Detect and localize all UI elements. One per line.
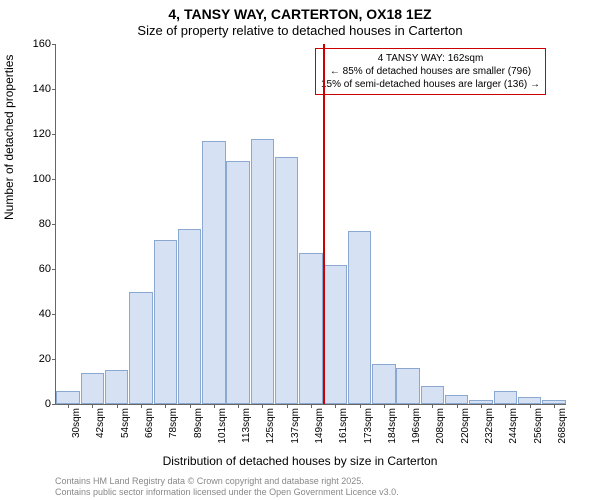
- y-axis-label: Number of detached properties: [2, 55, 16, 220]
- annotation-line3: 15% of semi-detached houses are larger (…: [321, 78, 540, 91]
- marker-line: [323, 44, 325, 404]
- x-tick-mark: [432, 404, 433, 408]
- x-tick-mark: [384, 404, 385, 408]
- x-tick-label: 30sqm: [71, 408, 82, 438]
- x-tick-label: 89sqm: [193, 408, 204, 438]
- y-tick-mark: [52, 134, 56, 135]
- x-tick-label: 149sqm: [314, 408, 325, 444]
- x-tick-label: 244sqm: [508, 408, 519, 444]
- plot-area: 4 TANSY WAY: 162sqm ← 85% of detached ho…: [55, 44, 566, 405]
- x-tick-label: 137sqm: [290, 408, 301, 444]
- histogram-bar: [421, 386, 444, 404]
- title-sub: Size of property relative to detached ho…: [0, 23, 600, 38]
- histogram-bar: [154, 240, 177, 404]
- y-tick-mark: [52, 269, 56, 270]
- x-tick-mark: [238, 404, 239, 408]
- x-tick-mark: [408, 404, 409, 408]
- x-tick-label: 66sqm: [144, 408, 155, 438]
- x-tick-mark: [457, 404, 458, 408]
- title-block: 4, TANSY WAY, CARTERTON, OX18 1EZ Size o…: [0, 0, 600, 38]
- x-tick-mark: [214, 404, 215, 408]
- histogram-bar: [372, 364, 395, 405]
- x-axis-label: Distribution of detached houses by size …: [0, 454, 600, 468]
- x-tick-label: 220sqm: [460, 408, 471, 444]
- y-tick-mark: [52, 404, 56, 405]
- histogram-bar: [178, 229, 201, 405]
- x-tick-label: 42sqm: [95, 408, 106, 438]
- histogram-bar: [299, 253, 322, 404]
- histogram-bar: [105, 370, 128, 404]
- x-tick-label: 268sqm: [557, 408, 568, 444]
- x-tick-label: 78sqm: [168, 408, 179, 438]
- histogram-bar: [56, 391, 79, 405]
- x-tick-mark: [335, 404, 336, 408]
- histogram-bar: [275, 157, 298, 405]
- histogram-bar: [202, 141, 225, 404]
- histogram-bar: [445, 395, 468, 404]
- x-tick-label: 54sqm: [120, 408, 131, 438]
- histogram-bar: [251, 139, 274, 405]
- histogram-bar: [324, 265, 347, 405]
- x-tick-mark: [68, 404, 69, 408]
- x-tick-label: 196sqm: [411, 408, 422, 444]
- x-tick-mark: [311, 404, 312, 408]
- x-tick-label: 184sqm: [387, 408, 398, 444]
- x-tick-mark: [481, 404, 482, 408]
- x-tick-label: 232sqm: [484, 408, 495, 444]
- x-tick-mark: [505, 404, 506, 408]
- footer-credits: Contains HM Land Registry data © Crown c…: [55, 476, 399, 498]
- y-tick-mark: [52, 44, 56, 45]
- y-tick-mark: [52, 314, 56, 315]
- chart-container: 4, TANSY WAY, CARTERTON, OX18 1EZ Size o…: [0, 0, 600, 500]
- x-tick-label: 208sqm: [435, 408, 446, 444]
- x-tick-mark: [554, 404, 555, 408]
- histogram-bar: [518, 397, 541, 404]
- annotation-line2: ← 85% of detached houses are smaller (79…: [321, 65, 540, 78]
- x-tick-mark: [530, 404, 531, 408]
- x-tick-mark: [287, 404, 288, 408]
- x-tick-mark: [360, 404, 361, 408]
- histogram-bar: [348, 231, 371, 404]
- x-tick-mark: [262, 404, 263, 408]
- annotation-line1: 4 TANSY WAY: 162sqm: [321, 52, 540, 65]
- histogram-bar: [226, 161, 249, 404]
- x-tick-mark: [165, 404, 166, 408]
- x-tick-label: 113sqm: [241, 408, 252, 443]
- y-tick-mark: [52, 359, 56, 360]
- histogram-bar: [494, 391, 517, 405]
- title-main: 4, TANSY WAY, CARTERTON, OX18 1EZ: [0, 6, 600, 22]
- x-tick-mark: [117, 404, 118, 408]
- histogram-bar: [129, 292, 152, 405]
- x-tick-mark: [92, 404, 93, 408]
- histogram-bar: [81, 373, 104, 405]
- x-tick-label: 161sqm: [338, 408, 349, 444]
- x-tick-label: 125sqm: [265, 408, 276, 444]
- x-tick-label: 256sqm: [533, 408, 544, 444]
- footer-line2: Contains public sector information licen…: [55, 487, 399, 498]
- x-tick-mark: [190, 404, 191, 408]
- x-tick-label: 101sqm: [217, 408, 228, 444]
- x-tick-label: 173sqm: [363, 408, 374, 444]
- y-tick-mark: [52, 224, 56, 225]
- annotation-box: 4 TANSY WAY: 162sqm ← 85% of detached ho…: [315, 48, 546, 95]
- y-tick-mark: [52, 89, 56, 90]
- footer-line1: Contains HM Land Registry data © Crown c…: [55, 476, 399, 487]
- x-tick-mark: [141, 404, 142, 408]
- histogram-bar: [396, 368, 419, 404]
- y-tick-mark: [52, 179, 56, 180]
